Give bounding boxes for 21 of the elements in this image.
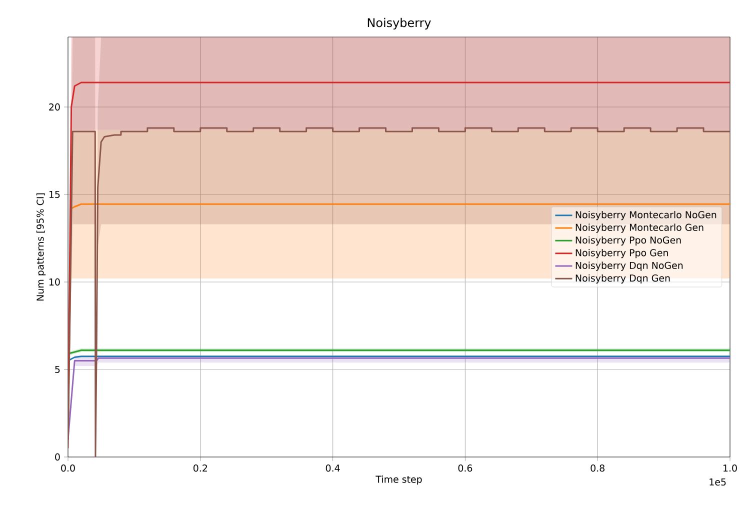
- x-axis-title: Time step: [376, 476, 422, 485]
- legend-label: Noisyberry Montecarlo NoGen: [576, 210, 716, 220]
- x-tick-label: 0.4: [326, 464, 340, 472]
- y-tick-label: 15: [49, 190, 60, 198]
- legend-label: Noisyberry Dqn Gen: [576, 274, 670, 284]
- legend-label: Noisyberry Dqn NoGen: [576, 262, 683, 271]
- text: 1e5: [710, 478, 726, 486]
- x-tick-label: 0.6: [458, 464, 472, 472]
- y-tick-label: 20: [49, 103, 60, 111]
- x-tick-label: 0.0: [61, 464, 75, 472]
- y-tick-label: 10: [49, 278, 60, 286]
- chart-title: Noisyberry: [368, 18, 431, 30]
- y-axis-title: Num patterns [95% CI]: [36, 193, 46, 300]
- legend-label: Noisyberry Montecarlo Gen: [576, 224, 704, 233]
- legend-label: Noisyberry Ppo NoGen: [576, 236, 681, 246]
- y-tick-label: 0: [55, 453, 60, 461]
- x-tick-label: 0.8: [590, 464, 604, 472]
- x-tick-label: 0.2: [194, 464, 207, 472]
- x-tick-label: 1.0: [724, 464, 737, 472]
- legend-label: Noisyberry Ppo Gen: [576, 248, 668, 258]
- y-tick-label: 5: [55, 366, 60, 374]
